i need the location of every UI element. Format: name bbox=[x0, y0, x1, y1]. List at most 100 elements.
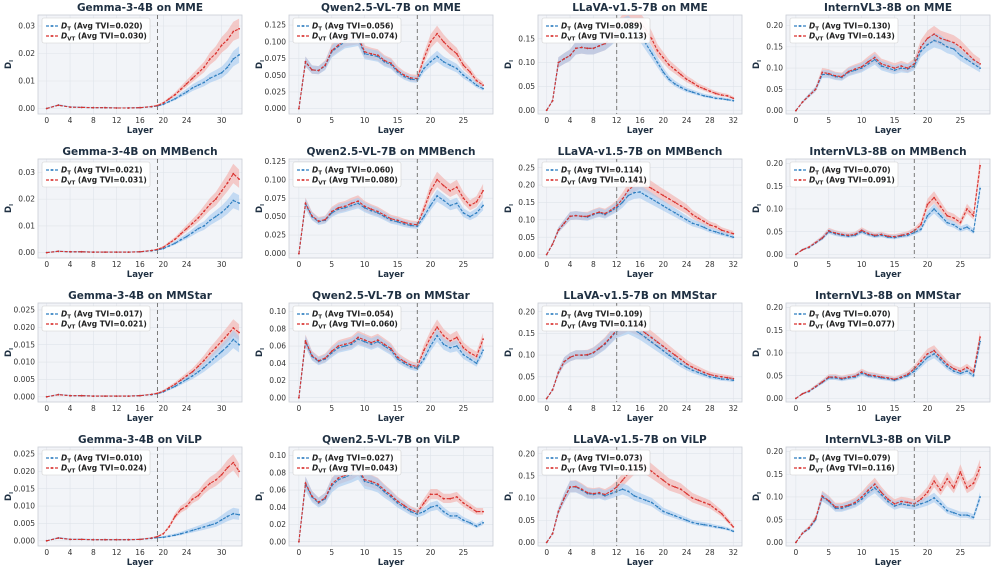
plot-frame bbox=[288, 14, 494, 115]
data-point-dvt bbox=[580, 354, 583, 356]
data-point-dvt bbox=[370, 52, 373, 55]
data-point-dvt bbox=[174, 238, 176, 241]
data-point-dt bbox=[462, 74, 465, 77]
y-axis-label: Dl bbox=[752, 492, 763, 501]
data-point-dvt bbox=[383, 59, 386, 62]
x-tick-label: 0 bbox=[793, 548, 798, 557]
data-point-dvt bbox=[662, 345, 665, 348]
x-tick-label: 4 bbox=[68, 260, 73, 269]
data-point-dvt bbox=[795, 253, 797, 256]
data-point-dvt bbox=[168, 386, 171, 389]
y-tick-label: 0.020 bbox=[14, 323, 36, 332]
data-point-dvt bbox=[557, 510, 560, 513]
data-point-dvt bbox=[920, 360, 922, 362]
data-point-dt bbox=[952, 223, 955, 226]
plot-area bbox=[545, 173, 735, 256]
chart-title: Gemma-3-4B on MMStar bbox=[68, 290, 213, 302]
y-tick-label: 0.00 bbox=[518, 106, 535, 115]
series-band-dt bbox=[298, 31, 484, 109]
data-point-dvt bbox=[703, 371, 705, 374]
data-point-dvt bbox=[860, 371, 863, 373]
x-tick-label: 32 bbox=[728, 404, 738, 413]
legend-box bbox=[41, 305, 151, 332]
data-point-dvt bbox=[900, 234, 903, 237]
data-point-dt bbox=[403, 75, 406, 78]
data-point-dvt bbox=[668, 64, 670, 66]
y-tick-label: 0.20 bbox=[766, 447, 783, 456]
data-point-dvt bbox=[139, 394, 141, 397]
data-point-dvt bbox=[396, 69, 399, 72]
legend-marker-dvt bbox=[302, 179, 304, 181]
data-point-dvt bbox=[209, 482, 211, 485]
y-tick-label: 0.000 bbox=[265, 249, 287, 258]
data-point-dvt bbox=[821, 237, 824, 239]
data-point-dvt bbox=[390, 347, 392, 350]
data-point-dvt bbox=[80, 250, 83, 253]
data-point-dvt bbox=[104, 538, 106, 541]
legend-marker-dvt bbox=[51, 323, 53, 325]
legend-box bbox=[292, 305, 402, 332]
data-point-dvt bbox=[482, 84, 484, 87]
legend-marker-dvt bbox=[799, 179, 801, 181]
data-point-dvt bbox=[127, 538, 130, 541]
data-point-dt bbox=[232, 58, 235, 60]
data-point-dvt bbox=[841, 75, 843, 78]
data-point-dvt bbox=[720, 375, 723, 378]
data-point-dvt bbox=[551, 388, 554, 391]
chart-title: Gemma-3-4B on ViLP bbox=[78, 434, 202, 446]
x-tick-label: 10 bbox=[360, 260, 370, 269]
data-point-dvt bbox=[162, 102, 165, 104]
data-point-dvt bbox=[827, 229, 830, 232]
data-point-dvt bbox=[475, 79, 478, 82]
x-tick-label: 0 bbox=[793, 260, 798, 269]
legend-box bbox=[292, 161, 402, 188]
data-point-dvt bbox=[966, 52, 968, 55]
y-axis-label: Dl bbox=[752, 60, 763, 69]
chart-title: LLaVA-v1.5-7B on ViLP bbox=[573, 434, 707, 446]
y-tick-label: 0.005 bbox=[14, 519, 36, 528]
data-point-dt bbox=[691, 369, 694, 372]
y-tick-label: 0.00 bbox=[766, 538, 783, 547]
y-tick-label: 0.05 bbox=[518, 372, 535, 381]
plot-area bbox=[45, 454, 241, 542]
data-point-dvt bbox=[900, 500, 903, 503]
x-axis-label: Layer bbox=[378, 126, 405, 136]
data-point-dvt bbox=[841, 377, 843, 380]
data-point-dvt bbox=[298, 540, 300, 543]
legend-marker-dt bbox=[51, 25, 53, 27]
data-point-dt bbox=[920, 502, 922, 505]
legend-label-dvt: DVT (Avg TVI=0.115) bbox=[561, 464, 647, 475]
data-point-dt bbox=[232, 338, 235, 341]
data-point-dt bbox=[214, 522, 217, 525]
data-point-dvt bbox=[801, 248, 804, 251]
data-point-dt bbox=[685, 366, 688, 369]
data-point-dt bbox=[238, 343, 241, 346]
data-point-dt bbox=[179, 532, 182, 535]
data-point-dvt bbox=[179, 508, 182, 511]
data-point-dvt bbox=[423, 502, 425, 504]
legend: DT (Avg TVI=0.079)DVT (Avg TVI=0.116) bbox=[789, 449, 899, 476]
data-point-dt bbox=[939, 214, 942, 217]
data-point-dvt bbox=[551, 532, 554, 535]
data-point-dvt bbox=[220, 340, 223, 343]
series-band-dt bbox=[546, 185, 734, 255]
data-point-dvt bbox=[691, 213, 694, 216]
x-tick-label: 5 bbox=[329, 404, 334, 413]
y-axis-label: Dl bbox=[255, 348, 266, 357]
x-axis-label: Layer bbox=[875, 126, 902, 136]
data-point-dt bbox=[709, 96, 711, 98]
x-tick-label: 16 bbox=[135, 116, 145, 125]
legend: DT (Avg TVI=0.070)DVT (Avg TVI=0.091) bbox=[789, 161, 899, 188]
x-tick-label: 12 bbox=[612, 116, 622, 125]
data-point-dt bbox=[627, 194, 630, 197]
x-tick-label: 8 bbox=[91, 260, 96, 269]
data-point-dt bbox=[662, 510, 665, 513]
data-point-dvt bbox=[162, 390, 165, 393]
chart-panel: InternVL3-8B on ViLP 0.00 0.05 0.10 0.15 0.20… bbox=[748, 432, 997, 575]
data-point-dt bbox=[390, 219, 392, 222]
legend-label-dt: DT (Avg TVI=0.060) bbox=[312, 166, 394, 177]
y-tick-label: 0.10 bbox=[766, 493, 783, 502]
data-point-dvt bbox=[311, 69, 313, 71]
x-axis-label: Layer bbox=[627, 270, 654, 280]
